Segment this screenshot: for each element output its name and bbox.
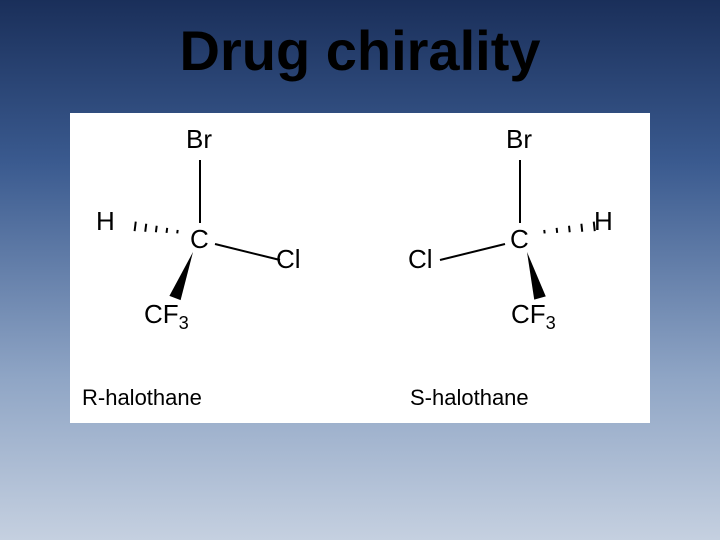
caption-s-halothane: S-halothane [410, 385, 529, 411]
chirality-diagram: C Br H Cl CF3 C Br Cl H CF3 R-halothane S-haloth… [70, 113, 650, 423]
atom-h: H [594, 206, 613, 237]
atom-h: H [96, 206, 115, 237]
atom-br: Br [506, 124, 532, 155]
page-title: Drug chirality [0, 0, 720, 83]
atom-cf: CF3 [144, 299, 189, 334]
bonds-r [80, 118, 340, 378]
atom-cl: Cl [276, 244, 301, 275]
atom-cf: CF3 [511, 299, 556, 334]
molecule-r-halothane: C Br H Cl CF3 [80, 118, 340, 378]
caption-r-halothane: R-halothane [82, 385, 202, 411]
molecule-s-halothane: C Br Cl H CF3 [380, 118, 640, 378]
atom-center-c: C [510, 224, 529, 255]
atom-br: Br [186, 124, 212, 155]
atom-center-c: C [190, 224, 209, 255]
atom-cl: Cl [408, 244, 433, 275]
